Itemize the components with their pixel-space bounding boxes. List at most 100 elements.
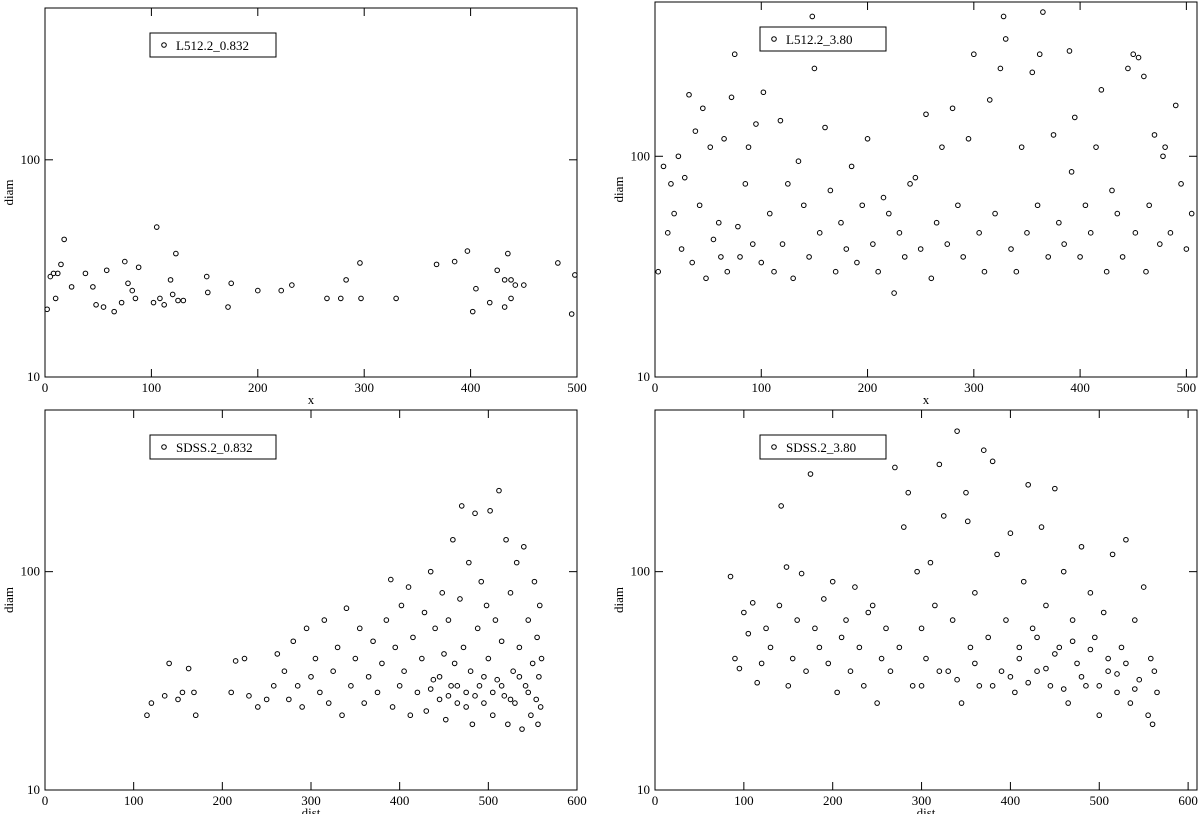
data-point [1034, 668, 1040, 675]
data-point [859, 202, 866, 209]
data-point [795, 158, 802, 164]
data-point [572, 272, 578, 278]
data-point [1118, 644, 1125, 651]
x-tick-label: 500 [567, 380, 587, 395]
data-point [324, 295, 330, 302]
data-point [923, 111, 929, 118]
data-point [436, 696, 443, 703]
data-point [753, 121, 759, 127]
data-point [334, 644, 341, 651]
data-point [1167, 230, 1174, 236]
data-point [875, 268, 881, 275]
data-point [290, 638, 297, 645]
data-point [254, 704, 261, 710]
data-point [1012, 689, 1018, 696]
data-point [508, 277, 514, 283]
plot-frame [44, 7, 578, 378]
data-point [533, 696, 540, 703]
data-point [254, 287, 261, 294]
data-point [758, 660, 765, 667]
x-axis-label: x [308, 392, 315, 407]
data-point [512, 700, 518, 706]
data-point [330, 668, 336, 675]
data-point [927, 559, 934, 566]
data-point [469, 721, 476, 728]
y-tick-label: 10 [27, 782, 40, 797]
x-tick-label: 300 [354, 380, 374, 395]
data-point [749, 600, 756, 606]
data-point [44, 306, 50, 313]
data-point [936, 668, 943, 675]
plot-frame [654, 409, 1198, 791]
data-point [1007, 673, 1014, 680]
data-point [832, 268, 839, 275]
data-point [949, 105, 956, 112]
legend-box [759, 26, 887, 52]
y-tick-label: 10 [637, 782, 650, 797]
data-point [1038, 524, 1045, 530]
data-point [809, 13, 816, 20]
data-point [473, 285, 479, 292]
data-point [1043, 665, 1049, 672]
data-point [414, 689, 421, 696]
data-point [869, 602, 876, 609]
data-point [111, 308, 117, 315]
data-point [501, 304, 508, 310]
data-point [466, 559, 472, 566]
data-point [825, 660, 832, 667]
data-point [374, 689, 381, 696]
data-point [955, 202, 961, 209]
data-point [812, 625, 818, 632]
data-point [985, 634, 991, 641]
data-point [912, 174, 919, 181]
data-point [1125, 65, 1131, 72]
data-point [458, 503, 465, 509]
data-point [783, 564, 790, 570]
data-point [909, 683, 916, 689]
data-point [816, 230, 823, 236]
data-point [379, 660, 385, 667]
data-point [299, 704, 305, 710]
plot-frame [654, 1, 1198, 378]
data-point [1003, 617, 1009, 623]
data-point [148, 700, 155, 706]
data-point [1050, 132, 1057, 138]
data-point [1157, 241, 1163, 247]
data-point [1069, 638, 1076, 645]
data-point [1140, 584, 1147, 590]
data-point [798, 570, 805, 577]
data-point [1016, 644, 1023, 651]
data-point [445, 693, 452, 699]
data-point [383, 617, 390, 623]
data-point [1141, 73, 1147, 80]
data-point [270, 683, 277, 689]
data-point [1145, 712, 1151, 719]
data-point [989, 458, 996, 465]
data-point [1002, 36, 1009, 42]
data-point [954, 676, 960, 683]
data-point [700, 105, 706, 112]
data-point [843, 617, 849, 623]
data-point [179, 689, 186, 696]
data-point [1146, 202, 1152, 209]
data-point [758, 259, 765, 266]
legend-label: L512.2_3.80 [786, 32, 852, 47]
data-point [1132, 617, 1138, 623]
data-point [1114, 689, 1120, 696]
data-point [972, 590, 978, 596]
data-point [886, 210, 892, 217]
data-point [778, 503, 784, 509]
data-point [505, 721, 511, 728]
data-point [816, 644, 823, 651]
data-point [1087, 646, 1094, 653]
data-point [58, 261, 64, 268]
data-point [976, 230, 982, 236]
data-point [994, 551, 1000, 558]
data-point [933, 219, 940, 226]
data-point [388, 576, 394, 583]
data-point [848, 163, 855, 170]
data-point [185, 665, 192, 672]
data-point [161, 301, 167, 308]
panel: 0 100 200 300 400 500 10 100 x diam L512.2_0.832 [1, 7, 587, 407]
